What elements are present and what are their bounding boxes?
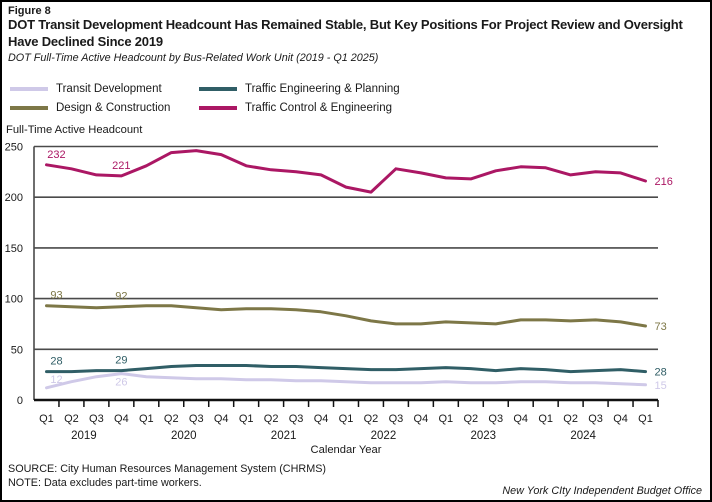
chart-subtitle: DOT Full-Time Active Headcount by Bus-Re…	[8, 52, 379, 64]
x-tick-label: Q2	[463, 413, 478, 425]
data-label-transit-development: 15	[655, 380, 667, 392]
legend-item-label: Traffic Engineering & Planning	[245, 82, 400, 95]
x-tick-label: Q1	[139, 413, 154, 425]
year-label: 2020	[171, 430, 197, 442]
y-tick-label: 50	[11, 344, 23, 356]
x-tick-label: Q2	[264, 413, 279, 425]
year-label: 2021	[271, 430, 297, 442]
x-tick-label: Q4	[613, 413, 628, 425]
source-note: SOURCE: City Human Resources Management …	[8, 463, 326, 475]
x-tick-label: Q3	[289, 413, 304, 425]
x-tick-label: Q2	[364, 413, 379, 425]
publisher-credit: New York CIty Independent Budget Office	[502, 485, 702, 497]
data-label-design-construction: 73	[655, 321, 667, 333]
year-label: 2019	[71, 430, 97, 442]
x-tick-label: Q2	[563, 413, 578, 425]
x-tick-label: Q4	[214, 413, 229, 425]
x-axis-title: Calendar Year	[311, 444, 382, 456]
x-tick-label: Q4	[314, 413, 329, 425]
legend-item-traffic-control-engineering: Traffic Control & Engineering	[199, 102, 400, 114]
y-tick-label: 100	[5, 294, 23, 306]
data-label-transit-development: 26	[115, 377, 127, 389]
year-label: 2024	[570, 430, 596, 442]
y-tick-label: 250	[5, 142, 23, 154]
figure-label: Figure 8	[8, 5, 51, 17]
x-tick-label: Q1	[39, 413, 54, 425]
design-construction-line-swatch-icon	[10, 106, 48, 111]
data-label-traffic-control-engineering: 232	[47, 149, 65, 161]
year-label: 2023	[470, 430, 496, 442]
x-tick-label: Q3	[488, 413, 503, 425]
x-tick-label: Q2	[164, 413, 179, 425]
x-tick-label: Q2	[64, 413, 79, 425]
data-label-transit-development: 12	[50, 374, 62, 386]
data-label-traffic-control-engineering: 216	[655, 176, 673, 188]
x-tick-label: Q1	[239, 413, 254, 425]
traffic-control-engineering-line-swatch-icon	[199, 106, 237, 111]
y-tick-label: 200	[5, 192, 23, 204]
data-label-design-construction: 92	[115, 291, 127, 303]
x-tick-label: Q1	[438, 413, 453, 425]
series-line-design-construction	[45, 304, 647, 328]
x-tick-label: Q3	[588, 413, 603, 425]
x-tick-label: Q4	[114, 413, 129, 425]
data-label-traffic-engineering-planning: 28	[655, 367, 667, 379]
series-line-traffic-engineering-planning	[45, 364, 647, 374]
traffic-engineering-planning-line-swatch-icon	[199, 86, 237, 91]
year-label: 2022	[371, 430, 397, 442]
series-line-traffic-control-engineering	[45, 149, 647, 194]
chart-title: DOT Transit Development Headcount Has Re…	[8, 17, 683, 49]
x-tick-label: Q1	[339, 413, 354, 425]
series-line-transit-development	[45, 372, 647, 390]
legend-item-design-construction: Design & Construction	[10, 102, 199, 114]
data-label-traffic-control-engineering: 221	[112, 160, 130, 172]
legend: Transit Development Design & Constructio…	[10, 79, 400, 118]
y-axis-title: Full-Time Active Headcount	[6, 124, 143, 136]
data-label-design-construction: 93	[50, 290, 62, 302]
legend-item-traffic-engineering-planning: Traffic Engineering & Planning	[199, 83, 400, 95]
transit-development-line-swatch-icon	[10, 86, 48, 91]
x-tick-label: Q4	[414, 413, 429, 425]
x-tick-label: Q3	[189, 413, 204, 425]
x-tick-label: Q1	[538, 413, 553, 425]
legend-item-label: Design & Construction	[56, 102, 171, 115]
legend-item-label: Transit Development	[56, 82, 162, 95]
data-label-traffic-engineering-planning: 28	[50, 356, 62, 368]
legend-item-transit-development: Transit Development	[10, 83, 199, 95]
x-tick-label: Q3	[389, 413, 404, 425]
x-tick-label: Q3	[89, 413, 104, 425]
x-tick-label: Q4	[513, 413, 528, 425]
legend-item-label: Traffic Control & Engineering	[245, 102, 393, 115]
data-label-traffic-engineering-planning: 29	[115, 355, 127, 367]
y-tick-label: 150	[5, 243, 23, 255]
data-note: NOTE: Data excludes part-time workers.	[8, 477, 202, 489]
y-tick-label: 0	[17, 395, 23, 407]
x-tick-label: Q1	[638, 413, 653, 425]
